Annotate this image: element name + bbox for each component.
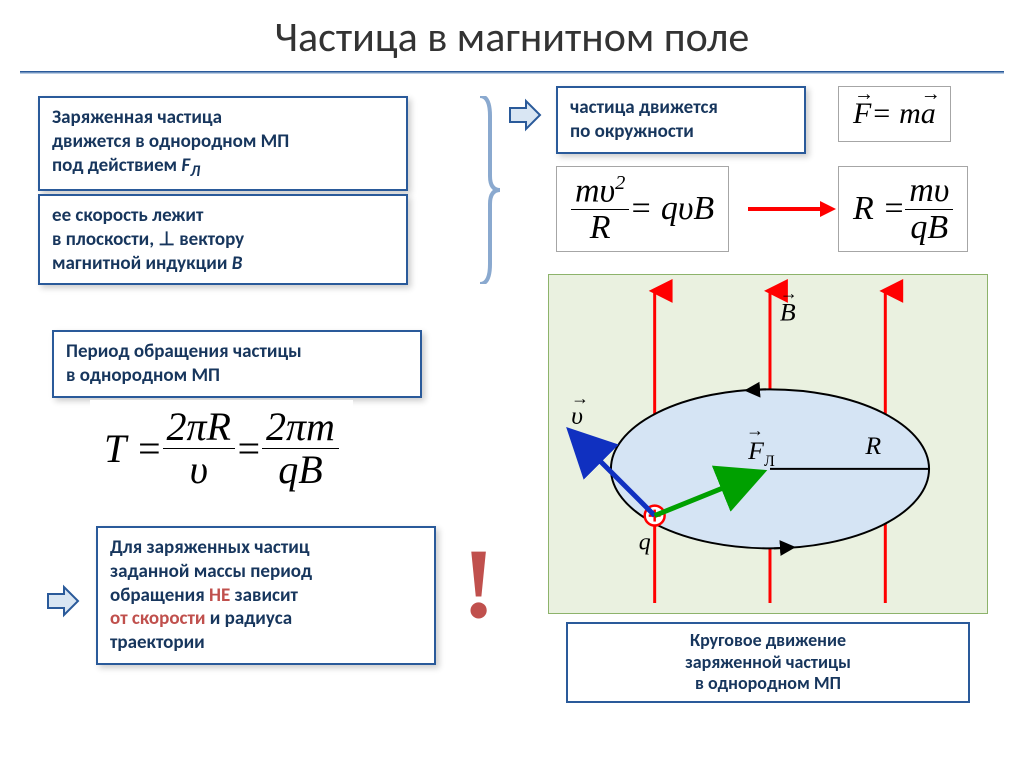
text: и радиуса [206, 607, 293, 630]
sym: = m [871, 97, 920, 131]
premise-box-velocity-plane: ее скорость лежит в плоскости, ⊥ вектору… [38, 194, 408, 285]
arrow-right-icon [508, 98, 542, 132]
sym: 2πm [262, 406, 339, 449]
content-area: Заряженная частица движется в однородном… [0, 74, 1024, 764]
formula-f-equals-ma: F → = m a → [838, 86, 951, 142]
red-arrow-icon [746, 198, 836, 220]
text: движется в однородном МП [52, 130, 394, 154]
text: под действием [52, 154, 181, 177]
sym: 2 [615, 172, 625, 194]
page-title: Частица в магнитном поле [0, 0, 1024, 71]
sym: R = [853, 190, 905, 228]
result-box-circle-motion: частица движется по окружности [556, 86, 806, 154]
svg-text:→: → [571, 388, 589, 408]
formula-centripetal: mυ2 R = qυB [556, 166, 729, 252]
arrow-right-icon [46, 584, 80, 618]
exclamation-mark: ! [462, 526, 495, 641]
period-heading-box: Период обращения частицы в однородном МП [52, 330, 422, 398]
text: Круговое движение [572, 630, 964, 652]
curly-bracket-icon [476, 96, 500, 284]
text: ее скорость лежит [52, 204, 394, 228]
formula-radius: R = mυ qB [838, 166, 968, 252]
formula-period: T = 2πR υ = 2πm qB [90, 400, 353, 496]
force-symbol: F [181, 154, 190, 177]
text: заданной массы период [110, 560, 422, 584]
sym: = [235, 425, 262, 472]
text: заряженной частицы [572, 652, 964, 674]
svg-text:q: q [639, 529, 651, 555]
diagram-caption: Круговое движение заряженной частицы в о… [566, 622, 970, 703]
sym: mυ [575, 172, 615, 209]
text: в плоскости, [52, 228, 158, 251]
text: обращения НЕ зависит [110, 584, 422, 608]
text: в однородном МП [66, 364, 408, 388]
circular-motion-diagram: R q υ → F Л → B → [548, 274, 988, 614]
sym: = qυB [629, 190, 714, 228]
text: обращения [110, 584, 209, 607]
text-emphasis: НЕ [209, 584, 230, 607]
text: зависит [230, 584, 298, 607]
sym: 2πR [163, 406, 235, 449]
text-emphasis: от скорости [110, 607, 206, 630]
text: в однородном МП [572, 673, 964, 695]
force-subscript: Л [190, 161, 200, 180]
text: частица движется [570, 96, 792, 120]
sym: T = [104, 425, 163, 472]
text: Заряженная частица [52, 106, 394, 130]
premise-box-charged-particle: Заряженная частица движется в однородном… [38, 96, 408, 191]
sym: qB [274, 449, 326, 491]
svg-text:→: → [746, 420, 764, 440]
text: магнитной индукции B [52, 252, 394, 276]
text: Для заряженных частиц [110, 536, 422, 560]
text: Период обращения частицы [66, 340, 408, 364]
sym: R [586, 210, 615, 246]
text: по окружности [570, 120, 792, 144]
text: траектории [110, 631, 422, 655]
text: в плоскости, ⊥ вектору [52, 228, 394, 252]
sym: υ [186, 449, 212, 491]
svg-text:Л: Л [764, 453, 775, 470]
text: магнитной индукции [52, 252, 232, 275]
sym: mυ [905, 173, 953, 210]
conclusion-box: Для заряженных частиц заданной массы пер… [96, 526, 436, 665]
svg-text:R: R [864, 431, 881, 460]
svg-text:F: F [747, 436, 764, 465]
svg-text:→: → [780, 283, 798, 303]
b-symbol: B [232, 252, 243, 275]
text: от скорости и радиуса [110, 607, 422, 631]
text: вектору [175, 228, 244, 251]
text: под действием FЛ [52, 154, 394, 182]
sym: qB [906, 210, 952, 246]
